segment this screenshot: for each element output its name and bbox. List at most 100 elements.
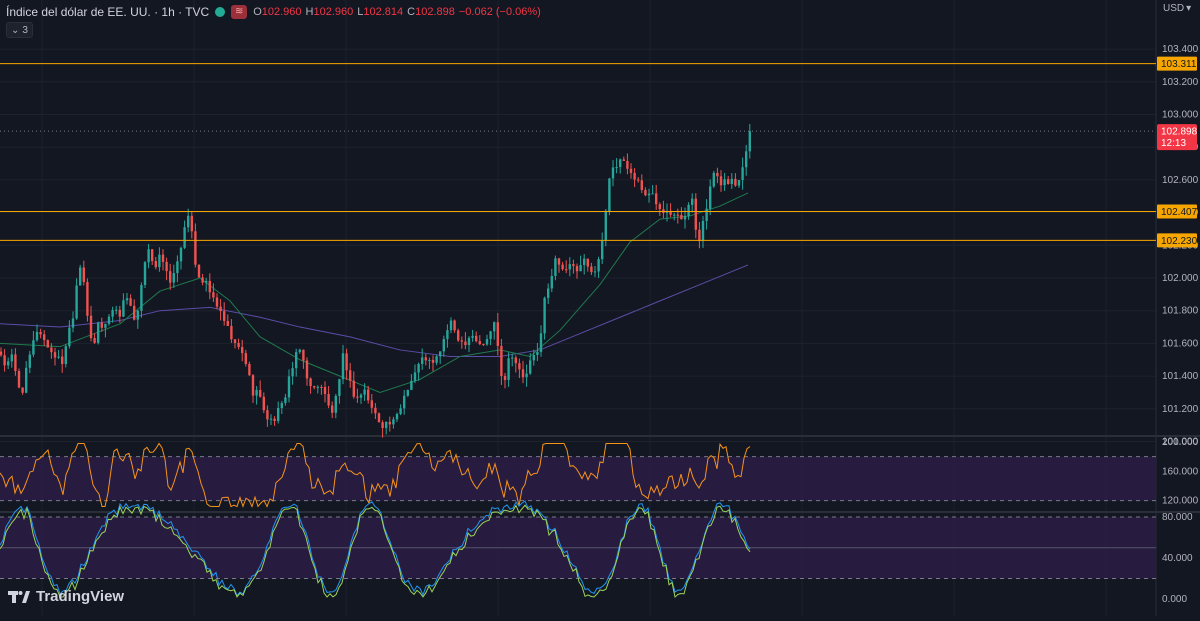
candle[interactable] (302, 349, 305, 369)
candle[interactable] (575, 263, 579, 279)
data-delay-icon[interactable]: ≋ (231, 5, 248, 19)
candle[interactable] (187, 208, 190, 233)
candle[interactable] (75, 278, 78, 320)
candle[interactable] (453, 319, 456, 333)
candle[interactable] (633, 168, 636, 187)
candle[interactable] (511, 353, 514, 367)
candle[interactable] (406, 389, 409, 397)
candle[interactable] (395, 412, 399, 422)
candle[interactable] (169, 263, 172, 290)
candle[interactable] (125, 292, 129, 305)
candle[interactable] (356, 388, 359, 403)
candle[interactable] (46, 339, 49, 348)
candle[interactable] (514, 355, 517, 373)
candle[interactable] (615, 158, 618, 174)
candle[interactable] (345, 348, 348, 380)
candle[interactable] (496, 312, 499, 356)
candle[interactable] (590, 262, 593, 276)
candle[interactable] (737, 179, 741, 188)
candle[interactable] (543, 296, 546, 340)
candle[interactable] (680, 207, 683, 220)
candle[interactable] (161, 249, 165, 271)
candle[interactable] (565, 260, 568, 274)
candle[interactable] (61, 349, 64, 373)
candle[interactable] (727, 175, 730, 185)
candle[interactable] (143, 261, 147, 289)
horizontal-levels[interactable] (0, 63, 1156, 241)
candle[interactable] (93, 333, 96, 344)
candle[interactable] (385, 421, 388, 435)
candle[interactable] (363, 383, 366, 401)
candle[interactable] (115, 305, 118, 315)
candle[interactable] (111, 306, 114, 323)
candle[interactable] (503, 373, 507, 389)
candle[interactable] (147, 243, 150, 269)
candle[interactable] (694, 193, 697, 239)
candle[interactable] (536, 342, 539, 361)
candle[interactable] (179, 246, 183, 270)
candle[interactable] (539, 325, 543, 357)
candle[interactable] (471, 329, 474, 342)
market-status-icon[interactable] (215, 7, 226, 17)
candle[interactable] (64, 344, 67, 368)
candle[interactable] (403, 389, 406, 415)
candle[interactable] (644, 187, 647, 197)
candle[interactable] (572, 259, 575, 274)
candle[interactable] (223, 302, 226, 326)
candle[interactable] (493, 321, 496, 340)
candle[interactable] (28, 350, 31, 374)
candle[interactable] (651, 185, 654, 195)
candle[interactable] (475, 331, 478, 343)
candle[interactable] (507, 352, 510, 387)
candle[interactable] (626, 153, 629, 175)
candle[interactable] (338, 378, 341, 404)
candle[interactable] (201, 273, 204, 286)
candle[interactable] (10, 348, 13, 368)
candle[interactable] (349, 363, 352, 388)
candle[interactable] (518, 358, 521, 379)
candle[interactable] (133, 299, 136, 321)
candle[interactable] (151, 248, 154, 266)
candle[interactable] (122, 293, 125, 318)
candle[interactable] (305, 357, 309, 386)
candle[interactable] (205, 277, 208, 292)
candle[interactable] (705, 199, 708, 230)
candle[interactable] (57, 350, 60, 360)
candle[interactable] (215, 293, 219, 310)
candle[interactable] (637, 177, 640, 183)
candle[interactable] (269, 414, 273, 426)
candle[interactable] (71, 311, 75, 333)
candle[interactable] (388, 416, 391, 432)
candle[interactable] (464, 332, 467, 350)
candle[interactable] (701, 216, 705, 248)
currency-selector[interactable]: USD ▾ (1163, 3, 1191, 14)
candle[interactable] (14, 348, 17, 376)
candle[interactable] (39, 328, 42, 339)
candle[interactable] (676, 208, 679, 224)
candle[interactable] (79, 264, 82, 286)
candle[interactable] (183, 220, 186, 250)
candle[interactable] (7, 357, 10, 370)
candle[interactable] (399, 404, 402, 416)
candle[interactable] (277, 401, 280, 424)
candle[interactable] (43, 330, 46, 346)
candle[interactable] (251, 374, 255, 403)
candle[interactable] (719, 170, 723, 192)
candle[interactable] (446, 324, 449, 348)
candle[interactable] (233, 339, 237, 349)
candle[interactable] (287, 369, 291, 403)
candle[interactable] (525, 364, 528, 387)
candle[interactable] (550, 268, 553, 293)
candle[interactable] (50, 343, 53, 359)
candle[interactable] (554, 255, 557, 281)
candle[interactable] (0, 347, 3, 357)
candle[interactable] (158, 247, 161, 272)
candle[interactable] (561, 261, 564, 271)
candle[interactable] (197, 264, 201, 278)
candle[interactable] (262, 392, 265, 414)
candle[interactable] (241, 339, 244, 362)
candle[interactable] (359, 393, 363, 404)
level-price-tag[interactable]: 102.230 (1157, 233, 1198, 248)
candle[interactable] (68, 320, 71, 349)
